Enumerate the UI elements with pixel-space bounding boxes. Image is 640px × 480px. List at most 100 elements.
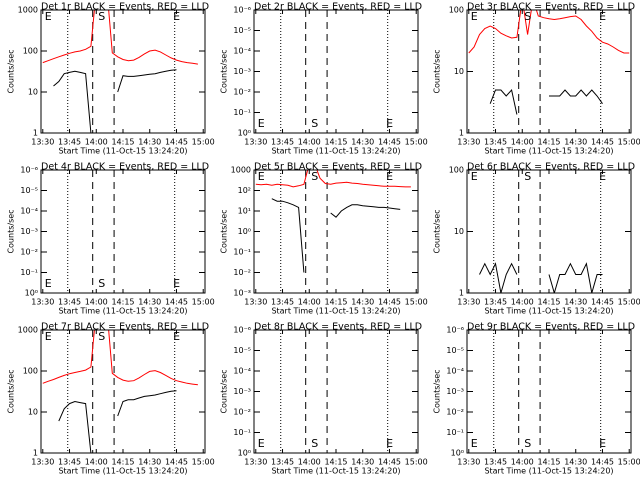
y-axis-label: Counts/sec xyxy=(220,49,229,93)
panel: Det 4r BLACK = Events, RED = LLD Start Ti… xyxy=(7,162,215,316)
panel: Det 6r BLACK = Events, RED = LLD Start Ti… xyxy=(433,162,640,316)
y-tick-label: 10⁻⁴ xyxy=(233,367,251,376)
y-tick-label: 100 xyxy=(449,166,464,175)
annotation: S xyxy=(524,170,531,183)
annotation: E xyxy=(258,437,265,450)
annotation: E xyxy=(386,170,393,183)
x-axis-label: Start Time (11-Oct-15 13:24:20) xyxy=(58,147,187,156)
x-tick-label: 14:30 xyxy=(564,298,587,307)
x-tick-label: 15:00 xyxy=(192,298,215,307)
x-tick-label: 14:00 xyxy=(85,298,108,307)
panel: Det 8r BLACK = Events, RED = LLD Start Ti… xyxy=(220,322,428,476)
panel: Det 9r BLACK = Events, RED = LLD Start Ti… xyxy=(433,322,640,476)
y-axis-label: Counts/sec xyxy=(433,49,442,93)
chart-title: Det 8r BLACK = Events, RED = LLD xyxy=(254,322,422,333)
x-tick-label: 13:45 xyxy=(58,458,81,467)
y-tick-label: 1 xyxy=(459,129,464,138)
y-tick-label: 100 xyxy=(23,47,38,56)
series-line xyxy=(42,330,198,386)
x-tick-label: 14:15 xyxy=(537,458,560,467)
y-tick-label: 10⁻³ xyxy=(233,387,251,396)
y-tick-label: 1 xyxy=(33,449,38,458)
y-tick-label: 10⁻³ xyxy=(233,67,251,76)
annotation: E xyxy=(258,117,265,130)
x-axis-label: Start Time (11-Oct-15 13:24:20) xyxy=(484,467,613,476)
x-tick-label: 14:30 xyxy=(138,298,161,307)
y-tick-label: 10⁻² xyxy=(20,248,38,257)
annotation: S xyxy=(98,10,105,23)
annotation: E xyxy=(45,330,52,343)
plot-frame xyxy=(466,9,632,134)
x-tick-label: 14:15 xyxy=(111,458,134,467)
x-tick-label: 14:30 xyxy=(138,458,161,467)
plot-frame xyxy=(466,329,632,454)
y-tick-label: 10⁻² xyxy=(233,268,251,277)
chart-title: Det 7r BLACK = Events, RED = LLD xyxy=(41,322,209,333)
y-tick-label: 10⁻² xyxy=(233,88,251,97)
x-tick-label: 14:00 xyxy=(511,138,534,147)
x-tick-label: 15:00 xyxy=(618,458,640,467)
annotation: S xyxy=(98,330,105,343)
plot-frame xyxy=(40,9,206,134)
y-tick-label: 10⁻¹ xyxy=(20,268,38,277)
y-tick-label: 10 xyxy=(454,227,464,236)
series-line xyxy=(58,390,177,453)
x-tick-label: 14:45 xyxy=(591,298,614,307)
y-tick-label: 10 xyxy=(28,408,38,417)
x-tick-label: 15:00 xyxy=(618,298,640,307)
y-tick-label: 10⁻¹ xyxy=(233,428,251,437)
series-line xyxy=(255,170,411,188)
x-axis-label: Start Time (11-Oct-15 13:24:20) xyxy=(271,307,400,316)
panel: Det 1r BLACK = Events, RED = LLD Start Ti… xyxy=(7,2,215,156)
x-tick-label: 14:00 xyxy=(85,138,108,147)
y-tick-label: 10⁻⁵ xyxy=(233,26,251,35)
y-axis-label: Counts/sec xyxy=(220,369,229,413)
annotation: E xyxy=(45,10,52,23)
chart-title: Det 2r BLACK = Events, RED = LLD xyxy=(254,2,422,13)
x-tick-label: 14:30 xyxy=(351,458,374,467)
plot-frame xyxy=(466,169,632,294)
x-tick-label: 13:45 xyxy=(271,138,294,147)
y-tick-label: 1 xyxy=(33,129,38,138)
x-tick-label: 15:00 xyxy=(192,458,215,467)
annotation: E xyxy=(386,437,393,450)
y-tick-label: 10⁻⁴ xyxy=(233,47,251,56)
x-tick-label: 14:45 xyxy=(378,458,401,467)
x-tick-label: 13:45 xyxy=(271,458,294,467)
x-tick-label: 14:00 xyxy=(85,458,108,467)
y-tick-label: 10⁻³ xyxy=(233,289,251,298)
y-tick-label: 1000 xyxy=(231,166,251,175)
annotation: E xyxy=(173,330,180,343)
y-tick-label: 1000 xyxy=(18,326,38,335)
y-tick-label: 10⁰ xyxy=(25,289,38,298)
y-tick-label: 10⁻⁵ xyxy=(446,346,464,355)
y-tick-label: 10⁻¹ xyxy=(233,248,251,257)
x-tick-label: 13:30 xyxy=(244,298,267,307)
x-axis-label: Start Time (11-Oct-15 13:24:20) xyxy=(484,147,613,156)
x-tick-label: 13:30 xyxy=(244,458,267,467)
y-tick-label: 10⁰ xyxy=(451,449,464,458)
annotation: E xyxy=(471,10,478,23)
annotation: S xyxy=(524,10,531,23)
series-line xyxy=(42,10,198,65)
x-tick-label: 13:45 xyxy=(58,298,81,307)
panel: Det 3r BLACK = Events, RED = LLD Start Ti… xyxy=(433,2,640,156)
x-tick-label: 13:30 xyxy=(457,458,480,467)
y-tick-label: 10⁻⁶ xyxy=(20,166,38,175)
x-tick-label: 14:45 xyxy=(591,458,614,467)
x-tick-label: 14:30 xyxy=(564,458,587,467)
x-tick-label: 14:45 xyxy=(378,298,401,307)
annotation: E xyxy=(599,10,606,23)
x-tick-label: 13:45 xyxy=(484,458,507,467)
y-axis-label: Counts/sec xyxy=(7,49,16,93)
series-line xyxy=(53,69,177,133)
y-tick-label: 10⁻⁴ xyxy=(446,367,464,376)
x-tick-label: 15:00 xyxy=(192,138,215,147)
y-axis-label: Counts/sec xyxy=(220,209,229,253)
x-tick-label: 14:15 xyxy=(324,138,347,147)
x-axis-label: Start Time (11-Oct-15 13:24:20) xyxy=(58,467,187,476)
x-tick-label: 14:15 xyxy=(537,138,560,147)
chart-title: Det 5r BLACK = Events, RED = LLD xyxy=(254,162,422,173)
x-tick-label: 13:45 xyxy=(271,298,294,307)
plot-frame xyxy=(253,329,419,454)
